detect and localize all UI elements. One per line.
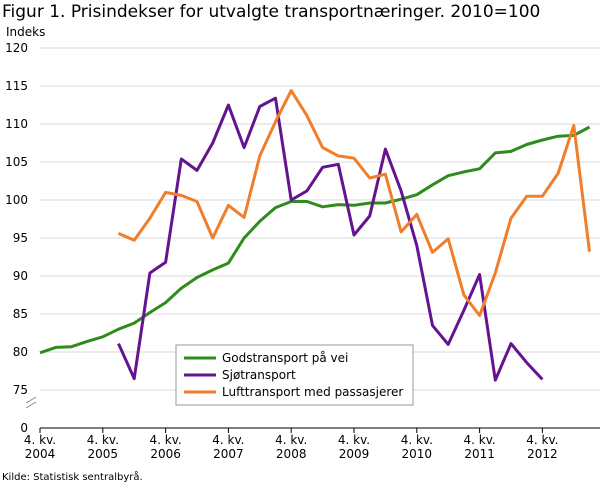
y-tick-label: 0 bbox=[20, 421, 28, 435]
x-tick-label: 2004 bbox=[25, 447, 56, 461]
y-axis-ticks: 120 115 110 105 100 95 90 85 80 75 0 bbox=[5, 41, 28, 435]
y-tick-label: 120 bbox=[5, 41, 28, 55]
x-tick-label: 2010 bbox=[402, 447, 433, 461]
y-tick-label: 90 bbox=[13, 269, 28, 283]
y-axis-label: Indeks bbox=[6, 25, 46, 39]
y-tick-label: 110 bbox=[5, 117, 28, 131]
legend-label: Godstransport på vei bbox=[222, 351, 348, 365]
x-tick-label: 2008 bbox=[276, 447, 307, 461]
x-tick-label: 2005 bbox=[88, 447, 119, 461]
axis-break-mark bbox=[25, 396, 37, 404]
source-note: Kilde: Statistisk sentralbyrå. bbox=[2, 472, 143, 483]
x-tick-label: 2011 bbox=[464, 447, 495, 461]
x-tick-label: 4. kv. bbox=[338, 433, 370, 447]
y-tick-label: 75 bbox=[13, 383, 28, 397]
x-tick-label: 2006 bbox=[150, 447, 181, 461]
y-tick-label: 105 bbox=[5, 155, 28, 169]
y-tick-label: 115 bbox=[5, 79, 28, 93]
x-tick-label: 4. kv. bbox=[526, 433, 558, 447]
legend: Godstransport på vei Sjøtransport Lufttran… bbox=[175, 344, 414, 406]
x-tick-label: 4. kv. bbox=[212, 433, 244, 447]
y-tick-label: 80 bbox=[13, 345, 28, 359]
x-tick-label: 2012 bbox=[527, 447, 558, 461]
x-tick-label: 4. kv. bbox=[275, 433, 307, 447]
x-tick-label: 4. kv. bbox=[24, 433, 56, 447]
x-tick-label: 4. kv. bbox=[463, 433, 495, 447]
y-tick-label: 100 bbox=[5, 193, 28, 207]
x-tick-label: 4. kv. bbox=[401, 433, 433, 447]
legend-label: Sjøtransport bbox=[222, 368, 296, 382]
axis-break-mark bbox=[25, 401, 37, 409]
legend-label: Lufttransport med passasjerer bbox=[222, 385, 403, 399]
x-tick-label: 2009 bbox=[339, 447, 370, 461]
chart-title: Figur 1. Prisindekser for utvalgte trans… bbox=[2, 2, 541, 22]
y-tick-label: 95 bbox=[13, 231, 28, 245]
y-tick-label: 85 bbox=[13, 307, 28, 321]
axes bbox=[25, 396, 37, 409]
x-tick-label: 2007 bbox=[213, 447, 244, 461]
series-line-1 bbox=[117, 96, 544, 382]
series-lines bbox=[39, 89, 591, 382]
x-tick-label: 4. kv. bbox=[149, 433, 181, 447]
x-tick-label: 4. kv. bbox=[87, 433, 119, 447]
series-line-0 bbox=[39, 125, 591, 355]
series-line-2 bbox=[117, 89, 591, 317]
